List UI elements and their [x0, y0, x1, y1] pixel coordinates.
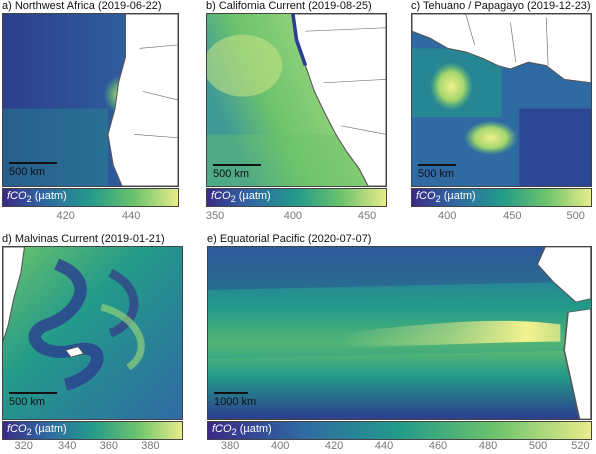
tick-label: 440	[374, 440, 394, 452]
panel-title: a) Northwest Africa (2019-06-22)	[2, 0, 162, 12]
tick-label: 450	[357, 210, 377, 222]
panel-title: e) Equatorial Pacific (2020-07-07)	[207, 233, 372, 245]
colorbar-label: fCO2 (µatm)	[211, 190, 271, 205]
panel-title: c) Tehuano / Papagayo (2019-12-23)	[411, 0, 591, 12]
colorbar-label: fCO2 (µatm)	[212, 423, 272, 438]
tick-label: 340	[57, 440, 77, 452]
fco2-map: 500 km	[2, 246, 183, 420]
colorbar: fCO2 (µatm)	[206, 188, 387, 207]
fco2-map: 500 km	[2, 13, 179, 187]
map-image	[412, 14, 591, 186]
panel-tehuano-papagayo: c) Tehuano / Papagayo (2019-12-23) 500 k…	[411, 0, 592, 231]
colorbar: fCO2 (µatm)	[207, 421, 592, 440]
tick-label: 380	[220, 440, 240, 452]
colorbar-ticks: 420 440	[2, 210, 179, 224]
panel-equatorial-pacific: e) Equatorial Pacific (2020-07-07) 1000 …	[207, 233, 592, 453]
scale-label: 500 km	[9, 396, 46, 408]
scale-label: 500 km	[213, 168, 250, 180]
tick-label: 350	[205, 210, 225, 222]
scale-bar: 500 km	[9, 162, 57, 178]
colorbar-ticks: 350 400 450	[206, 210, 387, 224]
map-image	[3, 14, 178, 186]
scale-bar: 1000 km	[214, 392, 256, 408]
map-image	[3, 247, 182, 419]
tick-label: 520	[571, 440, 590, 452]
colorbar: fCO2 (µatm)	[2, 188, 179, 207]
tick-label: 400	[438, 210, 457, 222]
colorbar-label: fCO2 (µatm)	[7, 423, 67, 438]
panel-malvinas-current: d) Malvinas Current (2019-01-21) 500 km …	[2, 233, 183, 453]
tick-label: 400	[283, 210, 303, 222]
fco2-map: 500 km	[411, 13, 592, 187]
colorbar-ticks: 320 340 360 380	[2, 440, 183, 454]
scale-label: 500 km	[9, 166, 46, 178]
colorbar-label: fCO2 (µatm)	[7, 190, 67, 205]
colorbar: fCO2 (µatm)	[411, 188, 592, 207]
panel-northwest-africa: a) Northwest Africa (2019-06-22) 500 km …	[2, 0, 179, 231]
panel-title: d) Malvinas Current (2019-01-21)	[2, 233, 165, 245]
fco2-map: 500 km	[206, 13, 387, 187]
map-image	[207, 14, 386, 186]
fco2-map: 1000 km	[207, 246, 592, 420]
colorbar-label: fCO2 (µatm)	[416, 190, 476, 205]
tick-label: 320	[14, 440, 33, 452]
panel-california-current: b) California Current (2019-08-25) 500 k…	[206, 0, 387, 231]
tick-label: 400	[270, 440, 290, 452]
tick-label: 420	[324, 440, 344, 452]
tick-label: 450	[503, 210, 522, 222]
scale-bar: 500 km	[418, 164, 456, 180]
tick-label: 380	[141, 440, 160, 452]
tick-label: 500	[528, 440, 548, 452]
tick-label: 440	[122, 210, 141, 222]
colorbar-ticks: 400 450 500	[411, 210, 592, 224]
tick-label: 420	[56, 210, 75, 222]
scale-bar: 500 km	[213, 164, 261, 180]
tick-label: 500	[566, 210, 585, 222]
scale-label: 500 km	[418, 168, 455, 180]
colorbar: fCO2 (µatm)	[2, 421, 183, 440]
colorbar-ticks: 380 400 420 440 460 480 500 520	[207, 440, 592, 454]
tick-label: 480	[478, 440, 498, 452]
map-image	[208, 247, 591, 419]
scale-bar: 500 km	[9, 392, 57, 408]
scale-label: 1000 km	[214, 396, 257, 408]
panel-title: b) California Current (2019-08-25)	[206, 0, 372, 12]
tick-label: 360	[99, 440, 118, 452]
tick-label: 460	[428, 440, 448, 452]
